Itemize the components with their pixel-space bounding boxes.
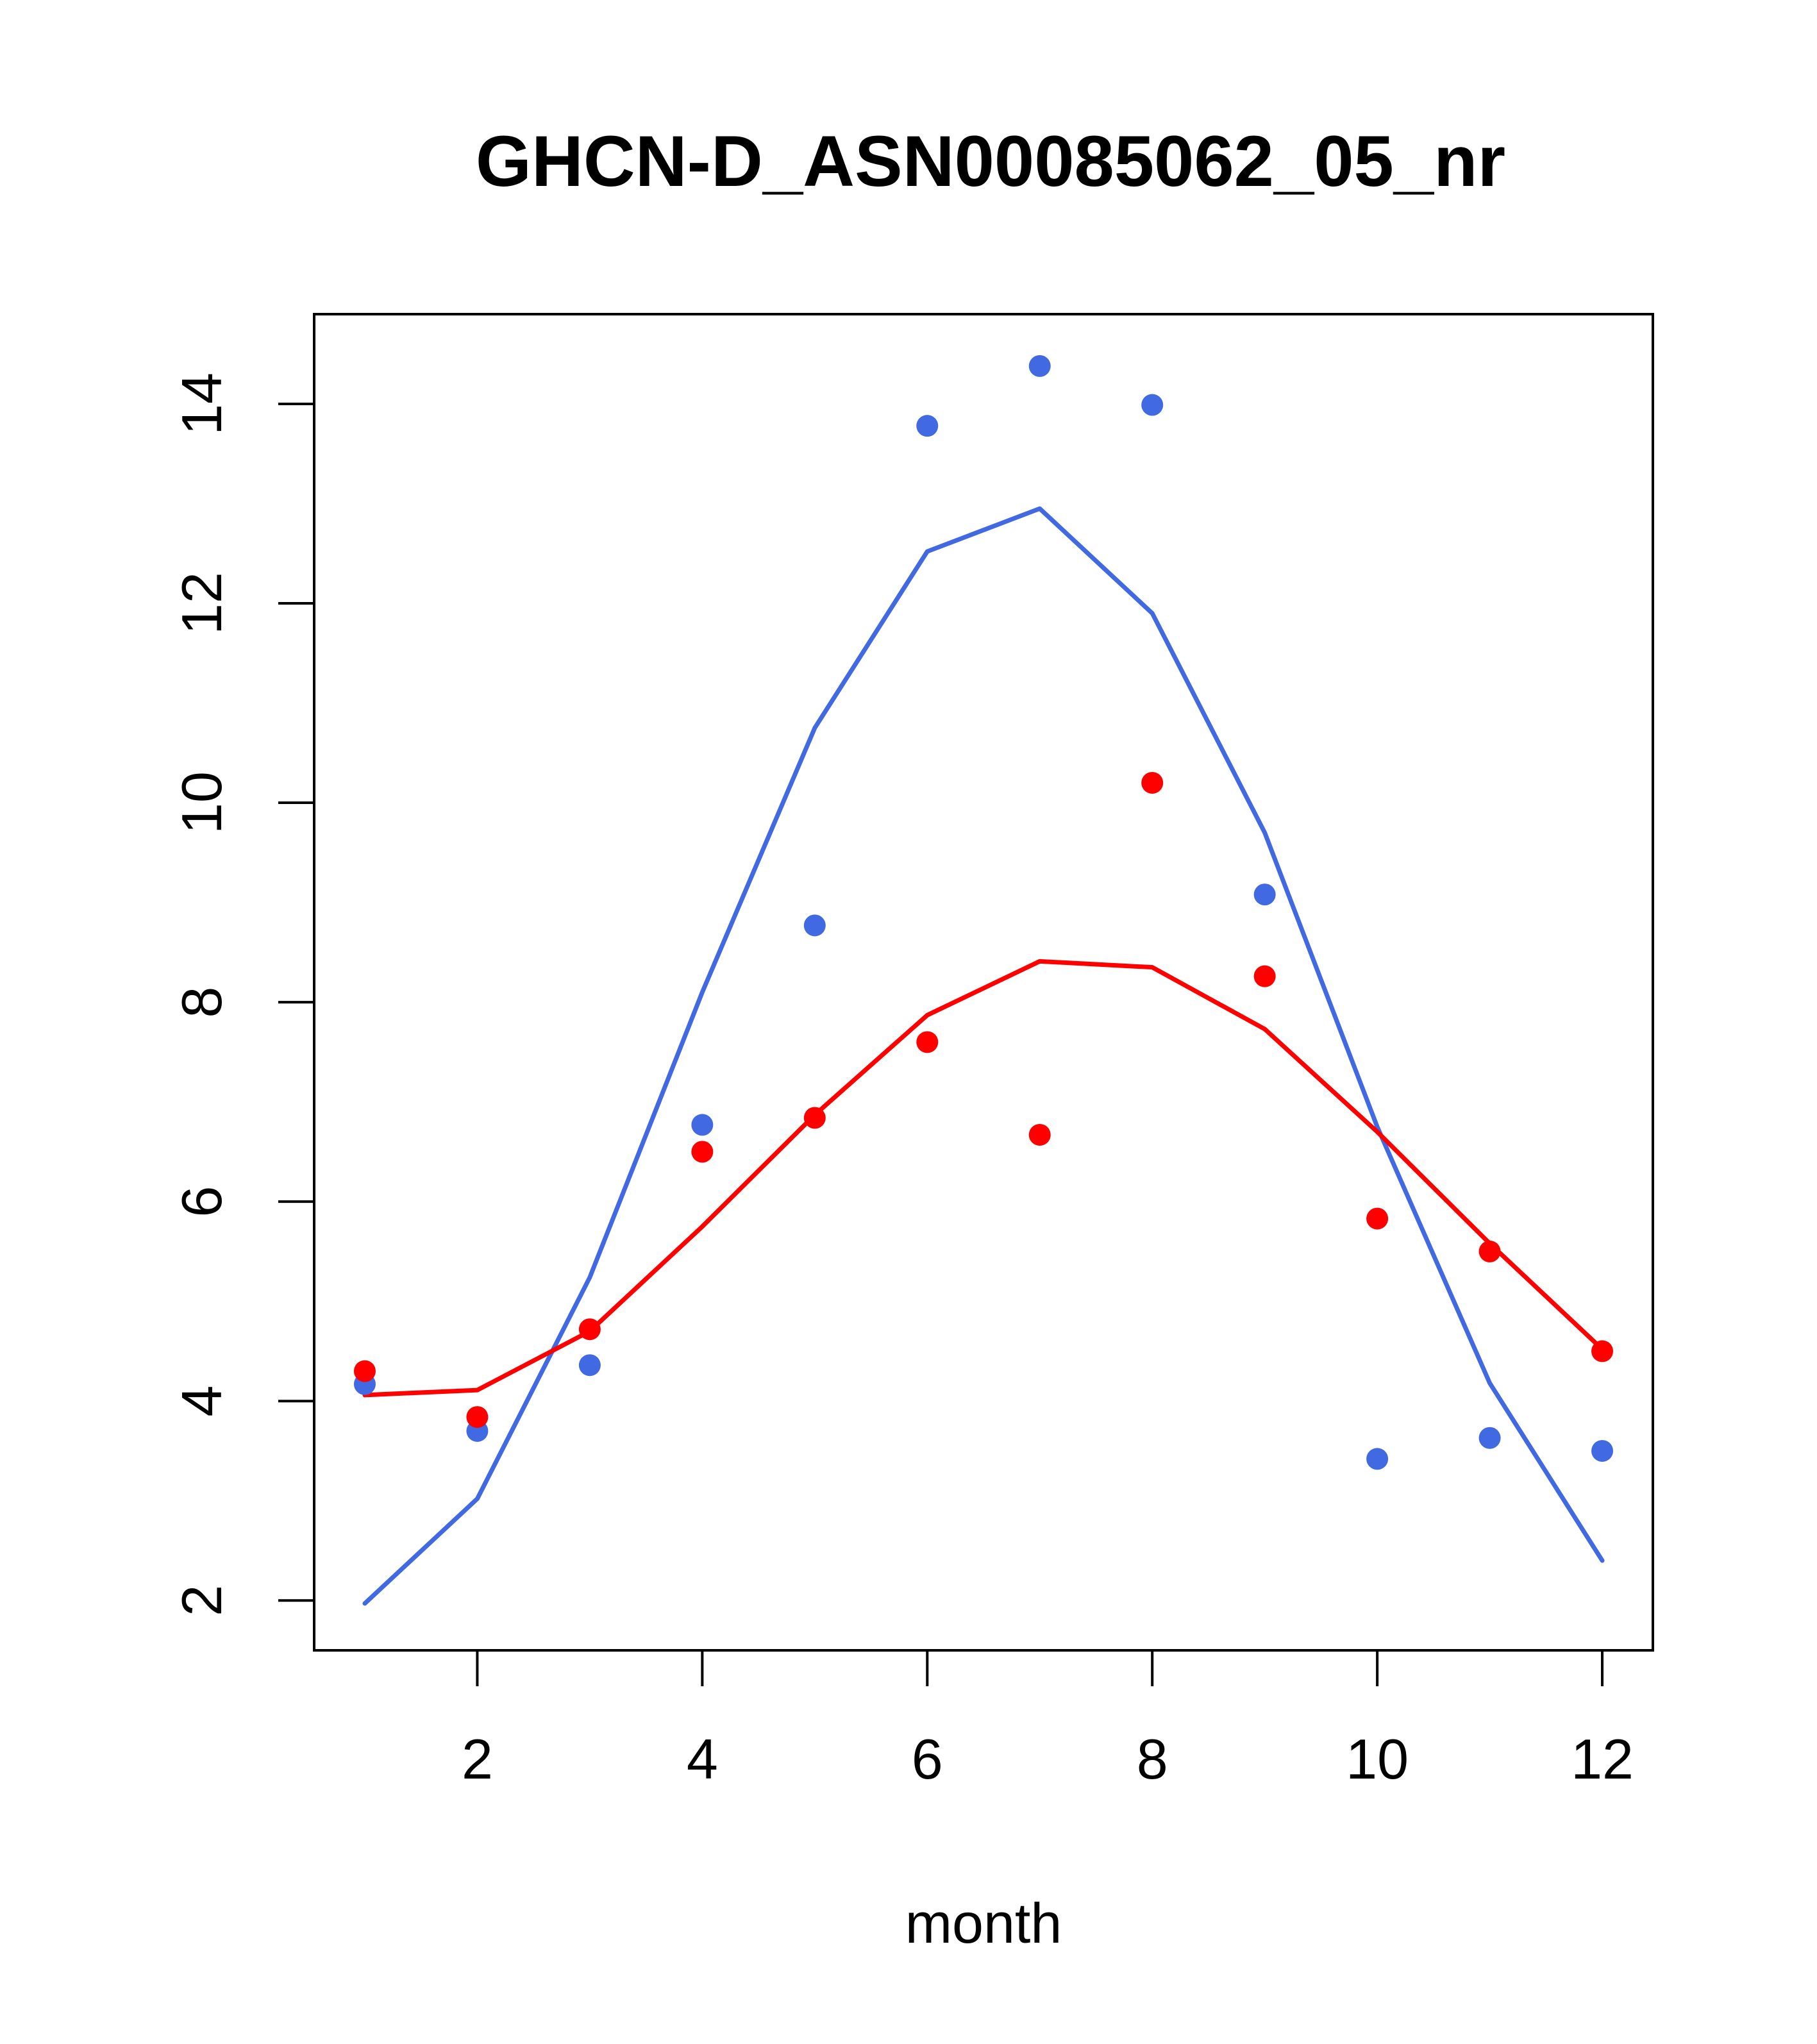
- x-tick-label: 12: [1571, 1727, 1634, 1791]
- y-axis: 2 4 6 8 10 12 14: [170, 373, 315, 1616]
- data-point: [1141, 394, 1164, 416]
- series-line-3: [362, 959, 1605, 1398]
- data-point: [1591, 1439, 1614, 1462]
- y-tick-label: 4: [170, 1386, 233, 1417]
- data-point: [691, 1141, 714, 1163]
- series-points: [353, 355, 1614, 1470]
- data-point: [1141, 771, 1164, 794]
- y-tick-label: 14: [170, 373, 233, 435]
- data-point: [803, 914, 826, 937]
- data-point: [578, 1318, 601, 1341]
- data-point: [1253, 884, 1276, 906]
- data-point: [916, 1031, 939, 1053]
- x-tick-label: 4: [687, 1727, 718, 1791]
- data-point: [466, 1406, 489, 1428]
- y-tick-label: 10: [170, 771, 233, 834]
- data-point: [1478, 1240, 1501, 1262]
- data-point: [803, 1107, 826, 1129]
- series-lines: [362, 506, 1605, 1606]
- y-tick-label: 12: [170, 572, 233, 635]
- x-axis-label: month: [905, 1891, 1062, 1955]
- y-tick-label: 2: [170, 1585, 233, 1616]
- x-tick-label: 8: [1137, 1727, 1168, 1791]
- y-tick-label: 8: [170, 987, 233, 1018]
- data-point: [1253, 965, 1276, 987]
- series-line-2: [362, 506, 1605, 1606]
- data-point: [691, 1114, 714, 1136]
- data-point: [1366, 1448, 1389, 1470]
- data-point: [1028, 355, 1051, 377]
- x-tick-label: 2: [462, 1727, 493, 1791]
- data-point: [578, 1354, 601, 1377]
- data-point: [1366, 1207, 1389, 1230]
- data-point: [1591, 1340, 1614, 1362]
- y-tick-label: 6: [170, 1186, 233, 1218]
- data-point: [916, 415, 939, 437]
- x-tick-label: 10: [1346, 1727, 1409, 1791]
- data-point: [1478, 1427, 1501, 1449]
- plot-frame: [313, 313, 1654, 1652]
- x-tick-label: 6: [912, 1727, 943, 1791]
- x-axis: 2 4 6 8 10 12: [462, 1649, 1634, 1791]
- data-point: [1028, 1123, 1051, 1146]
- data-point: [353, 1360, 376, 1382]
- chart-title: GHCN-D_ASN00085062_05_nr: [476, 121, 1505, 201]
